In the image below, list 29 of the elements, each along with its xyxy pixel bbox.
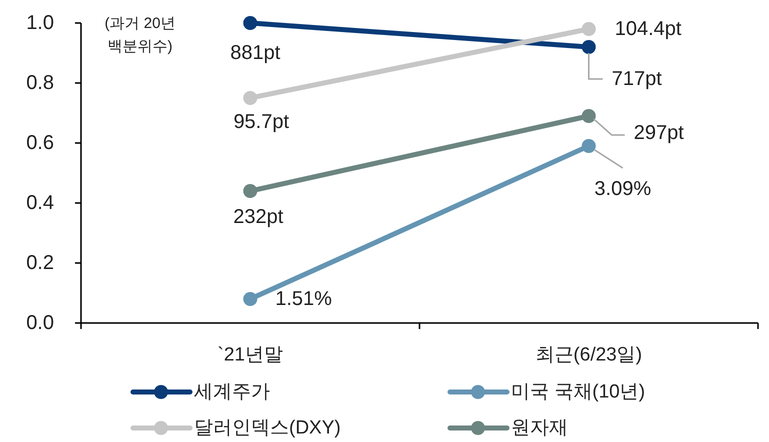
annotation: 297pt xyxy=(634,122,684,144)
point xyxy=(243,16,258,30)
y-tick-label: 1.0 xyxy=(26,12,54,34)
x-tick-label: `21년말 xyxy=(218,344,283,366)
y-tick-label: 0.8 xyxy=(26,72,54,94)
annotation: 1.51% xyxy=(275,288,332,310)
point xyxy=(243,184,258,198)
point xyxy=(582,109,596,123)
point xyxy=(582,139,596,153)
point xyxy=(243,292,258,306)
annotation: 232pt xyxy=(233,206,284,228)
annotation: 717pt xyxy=(612,68,662,90)
y-tick-label: 0.0 xyxy=(26,312,54,334)
legend-label: 세계주가 xyxy=(194,382,270,402)
annotation: 3.09% xyxy=(594,178,652,200)
y-tick-label: 0.6 xyxy=(26,132,54,154)
point xyxy=(582,22,596,36)
annotation: (과거 20년 백분위수) xyxy=(104,14,176,57)
y-tick-label: 0.2 xyxy=(26,252,54,274)
point xyxy=(243,91,258,105)
y-tick-label: 0.4 xyxy=(26,192,54,214)
legend-label: 원자재 xyxy=(511,418,568,438)
annotation: 95.7pt xyxy=(233,111,290,133)
legend-label: 달러인덱스(DXY) xyxy=(194,418,341,438)
annotation: 881pt xyxy=(230,42,281,64)
legend-label: 미국 국채(10년) xyxy=(511,382,646,402)
point xyxy=(582,40,596,54)
x-tick-label: 최근(6/23일) xyxy=(535,344,642,366)
annotation: 104.4pt xyxy=(614,18,682,40)
